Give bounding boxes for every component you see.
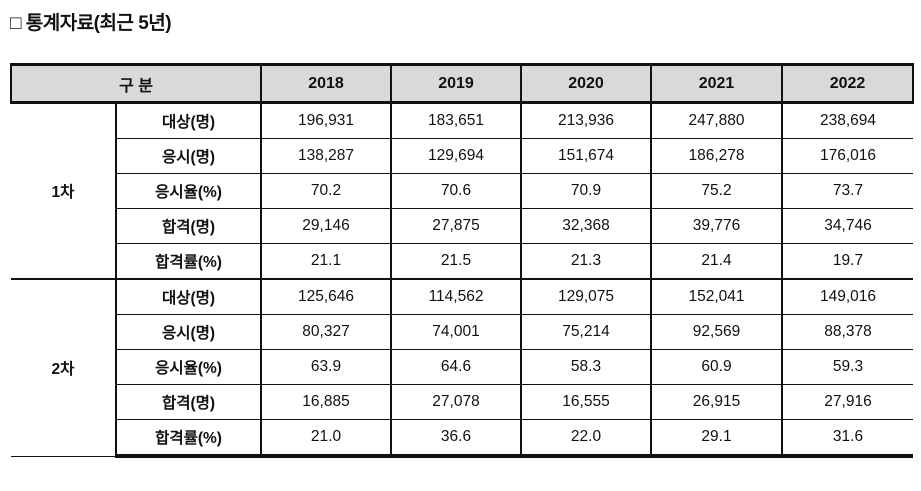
cell-value: 21.5 — [390, 243, 523, 280]
statistics-table: 구 분 2018 2019 2020 2021 2022 1차 대상(명) 19… — [9, 63, 915, 458]
cell-value: 138,287 — [260, 138, 393, 174]
row-label: 응시율(%) — [114, 349, 263, 385]
cell-value: 125,646 — [260, 278, 393, 315]
cell-value: 152,041 — [650, 278, 784, 315]
cell-value: 70.9 — [520, 173, 653, 209]
cell-value: 74,001 — [390, 314, 523, 350]
cell-value: 16,555 — [520, 384, 653, 420]
column-header-2022: 2022 — [781, 63, 915, 104]
cell-value: 60.9 — [650, 349, 784, 385]
cell-value: 176,016 — [781, 138, 914, 174]
table-row: 합격률(%) 21.1 21.5 21.3 21.4 19.7 — [11, 243, 914, 280]
table-row: 합격률(%) 21.0 36.6 22.0 29.1 31.6 — [11, 419, 914, 458]
cell-value: 59.3 — [781, 349, 914, 385]
cell-value: 34,746 — [781, 208, 914, 244]
cell-value: 92,569 — [650, 314, 784, 350]
row-label: 대상(명) — [114, 102, 263, 139]
cell-value: 26,915 — [650, 384, 784, 420]
cell-value: 70.6 — [390, 173, 523, 209]
column-header-2021: 2021 — [650, 63, 784, 104]
cell-value: 32,368 — [520, 208, 653, 244]
cell-value: 238,694 — [781, 102, 914, 139]
cell-value: 29,146 — [260, 208, 393, 244]
table-row: 응시(명) 138,287 129,694 151,674 186,278 17… — [11, 138, 914, 174]
column-header-2019: 2019 — [390, 63, 523, 104]
group-label-round2: 2차 — [11, 278, 117, 457]
cell-value: 21.0 — [260, 419, 393, 458]
row-label: 합격률(%) — [114, 419, 263, 458]
cell-value: 129,075 — [520, 278, 653, 315]
group-label-round1: 1차 — [11, 102, 117, 280]
cell-value: 31.6 — [781, 419, 914, 458]
cell-value: 70.2 — [260, 173, 393, 209]
cell-value: 73.7 — [781, 173, 914, 209]
row-label: 합격률(%) — [114, 243, 263, 280]
table-row: 응시율(%) 63.9 64.6 58.3 60.9 59.3 — [11, 349, 914, 385]
cell-value: 75,214 — [520, 314, 653, 350]
cell-value: 29.1 — [650, 419, 784, 458]
cell-value: 22.0 — [520, 419, 653, 458]
table-row: 응시율(%) 70.2 70.6 70.9 75.2 73.7 — [11, 173, 914, 209]
row-label: 대상(명) — [114, 278, 263, 315]
row-label: 합격(명) — [114, 208, 263, 244]
cell-value: 27,875 — [390, 208, 523, 244]
table-row: 1차 대상(명) 196,931 183,651 213,936 247,880… — [11, 102, 914, 280]
cell-value: 88,378 — [781, 314, 914, 350]
column-header-2020: 2020 — [520, 63, 653, 104]
cell-value: 114,562 — [390, 278, 523, 315]
table-row: 합격(명) 16,885 27,078 16,555 26,915 27,916 — [11, 384, 914, 420]
cell-value: 149,016 — [781, 278, 914, 315]
cell-value: 196,931 — [260, 102, 393, 139]
header-row: 구 분 2018 2019 2020 2021 2022 — [9, 63, 915, 104]
table-row: 2차 대상(명) 125,646 114,562 129,075 152,041… — [11, 278, 914, 457]
cell-value: 151,674 — [520, 138, 653, 174]
cell-value: 27,916 — [781, 384, 914, 420]
cell-value: 213,936 — [520, 102, 653, 139]
column-header-2018: 2018 — [260, 63, 393, 104]
table-row: 합격(명) 29,146 27,875 32,368 39,776 34,746 — [11, 208, 914, 244]
cell-value: 75.2 — [650, 173, 784, 209]
cell-value: 183,651 — [390, 102, 523, 139]
cell-value: 129,694 — [390, 138, 523, 174]
page-title: □ 통계자료(최근 5년) — [10, 13, 172, 34]
column-header-category: 구 분 — [9, 63, 263, 104]
row-label: 응시(명) — [114, 314, 263, 350]
cell-value: 36.6 — [390, 419, 523, 458]
cell-value: 64.6 — [390, 349, 523, 385]
table-row: 응시(명) 80,327 74,001 75,214 92,569 88,378 — [11, 314, 914, 350]
cell-value: 21.1 — [260, 243, 393, 280]
row-label: 응시(명) — [114, 138, 263, 174]
cell-value: 39,776 — [650, 208, 784, 244]
cell-value: 27,078 — [390, 384, 523, 420]
cell-value: 186,278 — [650, 138, 784, 174]
row-label: 합격(명) — [114, 384, 263, 420]
cell-value: 21.3 — [520, 243, 653, 280]
row-label: 응시율(%) — [114, 173, 263, 209]
cell-value: 19.7 — [781, 243, 914, 280]
cell-value: 247,880 — [650, 102, 784, 139]
cell-value: 80,327 — [260, 314, 393, 350]
cell-value: 58.3 — [520, 349, 653, 385]
cell-value: 63.9 — [260, 349, 393, 385]
cell-value: 16,885 — [260, 384, 393, 420]
cell-value: 21.4 — [650, 243, 784, 280]
